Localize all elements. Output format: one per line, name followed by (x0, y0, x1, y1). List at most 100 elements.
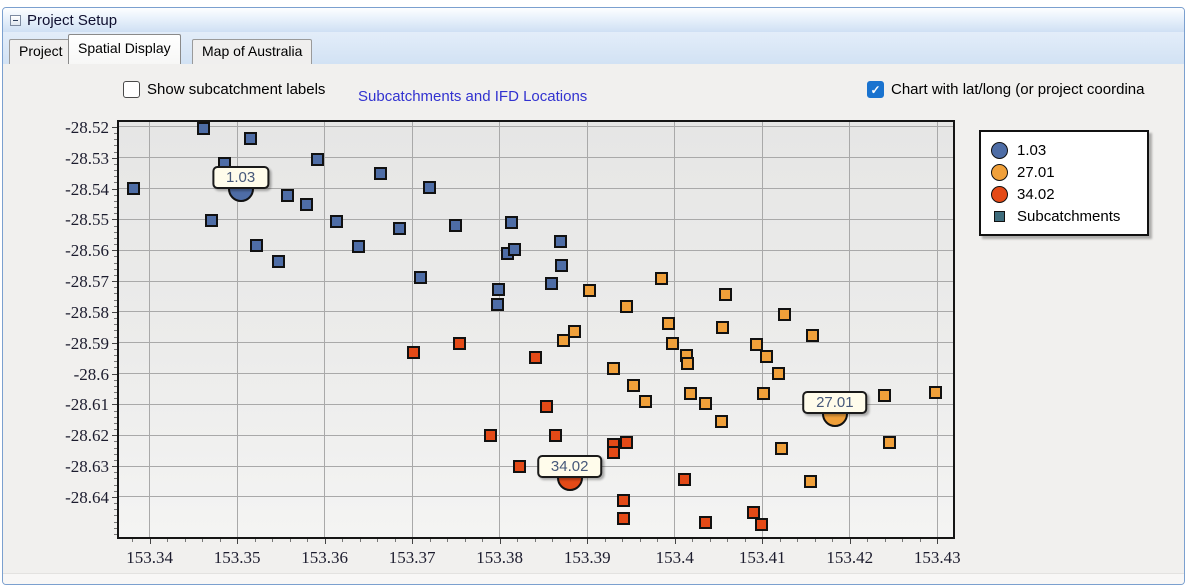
subcatchment-point[interactable] (778, 307, 792, 321)
subcatchment-point[interactable] (567, 325, 581, 339)
show-subcatchment-labels-checkbox[interactable] (123, 81, 140, 98)
subcatchment-point[interactable] (757, 387, 771, 401)
subcatchment-point[interactable] (698, 516, 712, 530)
subcatchment-point[interactable] (271, 254, 285, 268)
subcatchment-point[interactable] (715, 414, 729, 428)
tab-project[interactable]: Project (9, 39, 73, 64)
subcatchment-point[interactable] (423, 181, 437, 195)
subcatchment-point[interactable] (662, 316, 676, 330)
x-axis-minor-tick (132, 539, 134, 542)
subcatchment-point[interactable] (311, 153, 325, 167)
x-axis-minor-tick (657, 539, 659, 542)
x-axis-minor-tick (727, 539, 729, 542)
subcatchment-point[interactable] (393, 222, 407, 236)
latlong-checkbox[interactable]: ✓ (867, 81, 884, 98)
subcatchment-point[interactable] (806, 328, 820, 342)
subcatchment-point[interactable] (555, 258, 569, 272)
subcatchment-point[interactable] (452, 337, 466, 351)
subcatchment-point[interactable] (746, 505, 760, 519)
subcatchment-point[interactable] (529, 351, 543, 365)
subcatchment-point[interactable] (774, 442, 788, 456)
subcatchment-point[interactable] (205, 213, 219, 227)
subcatchment-point[interactable] (352, 240, 366, 254)
subcatchment-point[interactable] (718, 288, 732, 302)
subcatchment-point[interactable] (449, 219, 463, 233)
subcatchment-point[interactable] (491, 298, 505, 312)
subcatchment-point[interactable] (492, 282, 506, 296)
subcatchment-point[interactable] (406, 345, 420, 359)
subcatchment-point[interactable] (683, 387, 697, 401)
subcatchment-point[interactable] (544, 277, 558, 291)
subcatchment-point[interactable] (126, 182, 140, 196)
subcatchment-point[interactable] (620, 436, 634, 450)
y-axis-label: -28.53 (65, 148, 109, 168)
collapse-icon[interactable] (10, 14, 21, 26)
subcatchment-point[interactable] (620, 300, 634, 314)
y-axis-minor-tick (114, 287, 117, 289)
x-axis-minor-tick (797, 539, 799, 542)
gridline-vertical (149, 122, 151, 537)
subcatchment-point[interactable] (374, 167, 388, 181)
subcatchment-point[interactable] (878, 389, 892, 403)
x-axis-minor-tick (167, 539, 169, 542)
subcatchment-point[interactable] (772, 367, 786, 381)
subcatchment-point[interactable] (681, 356, 695, 370)
y-axis-minor-tick (114, 151, 117, 153)
x-axis-minor-tick (219, 539, 221, 542)
x-axis-minor-tick (552, 539, 554, 542)
subcatchment-point[interactable] (716, 320, 730, 334)
gridline-vertical (411, 122, 413, 537)
x-axis-label: 153.42 (826, 548, 874, 567)
subcatchment-point[interactable] (413, 270, 427, 284)
chart-area: 153.34 153.35 153.36 153.37 153.38 153.39 153.… (3, 64, 1184, 574)
subcatchment-point[interactable] (243, 131, 257, 145)
x-axis-tick (674, 539, 676, 544)
subcatchment-point[interactable] (882, 435, 896, 449)
tab-map-of-australia[interactable]: Map of Australia (192, 39, 313, 64)
subcatchment-point[interactable] (249, 239, 263, 253)
y-axis-tick (112, 126, 117, 128)
subcatchment-point[interactable] (655, 272, 669, 286)
subcatchment-point[interactable] (606, 362, 620, 376)
subcatchment-point[interactable] (299, 198, 313, 212)
y-axis-minor-tick (114, 472, 117, 474)
tab-spatial-display[interactable]: Spatial Display (68, 34, 181, 64)
y-axis-minor-tick (114, 213, 117, 215)
gridline-horizontal (119, 496, 953, 498)
y-axis-tick (112, 435, 117, 437)
subcatchment-point[interactable] (557, 334, 571, 348)
x-axis-minor-tick (272, 539, 274, 542)
subcatchment-point[interactable] (698, 397, 712, 411)
subcatchment-point[interactable] (606, 446, 620, 460)
subcatchment-point[interactable] (549, 429, 563, 443)
subcatchment-point[interactable] (928, 385, 942, 399)
x-axis-minor-tick (184, 539, 186, 542)
subcatchment-point[interactable] (196, 122, 210, 136)
subcatchment-point[interactable] (639, 394, 653, 408)
y-axis-tick (112, 496, 117, 498)
x-axis-minor-tick (534, 539, 536, 542)
subcatchment-point[interactable] (583, 284, 597, 298)
x-axis-label: 153.4 (655, 548, 694, 567)
subcatchment-point[interactable] (803, 475, 817, 489)
subcatchment-point[interactable] (280, 189, 294, 203)
subcatchment-point[interactable] (508, 242, 522, 256)
subcatchment-point[interactable] (539, 400, 553, 414)
subcatchment-point[interactable] (554, 235, 568, 249)
subcatchment-point[interactable] (665, 337, 679, 351)
subcatchment-point[interactable] (617, 512, 631, 526)
subcatchment-point[interactable] (513, 459, 527, 473)
subcatchment-point[interactable] (504, 216, 518, 230)
x-axis-minor-tick (517, 539, 519, 542)
subcatchment-point[interactable] (760, 349, 774, 363)
subcatchment-point[interactable] (749, 338, 763, 352)
subcatchment-point[interactable] (627, 379, 641, 393)
subcatchment-point[interactable] (677, 473, 691, 487)
y-axis-minor-tick (114, 527, 117, 529)
subcatchment-point[interactable] (617, 493, 631, 507)
y-axis-minor-tick (114, 503, 117, 505)
subcatchment-point[interactable] (754, 517, 768, 531)
subcatchment-point[interactable] (329, 215, 343, 229)
gridline-horizontal (119, 249, 953, 251)
subcatchment-point[interactable] (484, 429, 498, 443)
